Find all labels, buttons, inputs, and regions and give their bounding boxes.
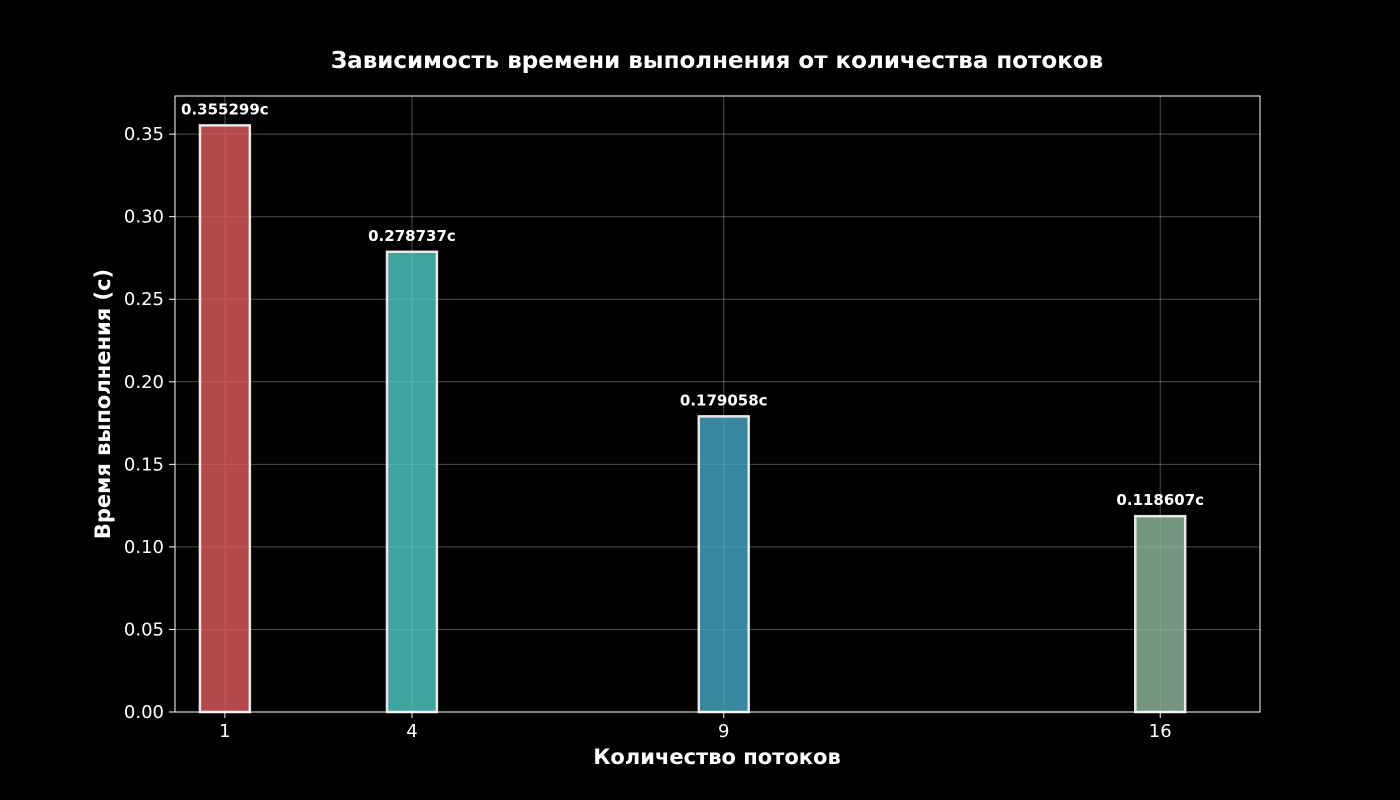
bar (385, 250, 439, 714)
y-tick-label: 0.20 (124, 372, 164, 393)
plot-frame (174, 95, 1261, 713)
y-axis-ticks: 0.00 0.05 0.10 0.15 0.20 0.25 0.30 0.35 (124, 124, 175, 723)
y-tick-label: 0.05 (124, 619, 164, 640)
y-tick-label: 0.10 (124, 537, 164, 558)
x-tick-label: 16 (1149, 721, 1172, 742)
y-tick-label: 0.30 (124, 207, 164, 228)
x-axis-label: Количество потоков (593, 745, 841, 769)
bars (198, 124, 1187, 714)
data-label: 0.179058с (680, 391, 768, 409)
y-tick-label: 0.00 (124, 702, 164, 723)
data-label: 0.118607с (1116, 491, 1204, 509)
x-tick-label: 9 (718, 721, 729, 742)
data-label: 0.278737с (368, 227, 456, 245)
y-tick-label: 0.15 (124, 454, 164, 475)
x-tick-label: 1 (219, 721, 230, 742)
y-tick-label: 0.25 (124, 289, 164, 310)
data-labels: 0.355299с 0.278737с 0.179058с 0.118607с (181, 100, 1204, 509)
bar (1134, 514, 1187, 714)
y-tick-label: 0.35 (124, 124, 164, 145)
bar (697, 415, 750, 714)
y-axis-label: Время выполнения (с) (91, 269, 115, 539)
chart-title: Зависимость времени выполнения от количе… (331, 48, 1103, 74)
data-label: 0.355299с (181, 100, 269, 118)
x-tick-label: 4 (406, 721, 417, 742)
bar (198, 124, 252, 714)
x-axis-ticks: 1 4 9 16 (219, 712, 1172, 742)
